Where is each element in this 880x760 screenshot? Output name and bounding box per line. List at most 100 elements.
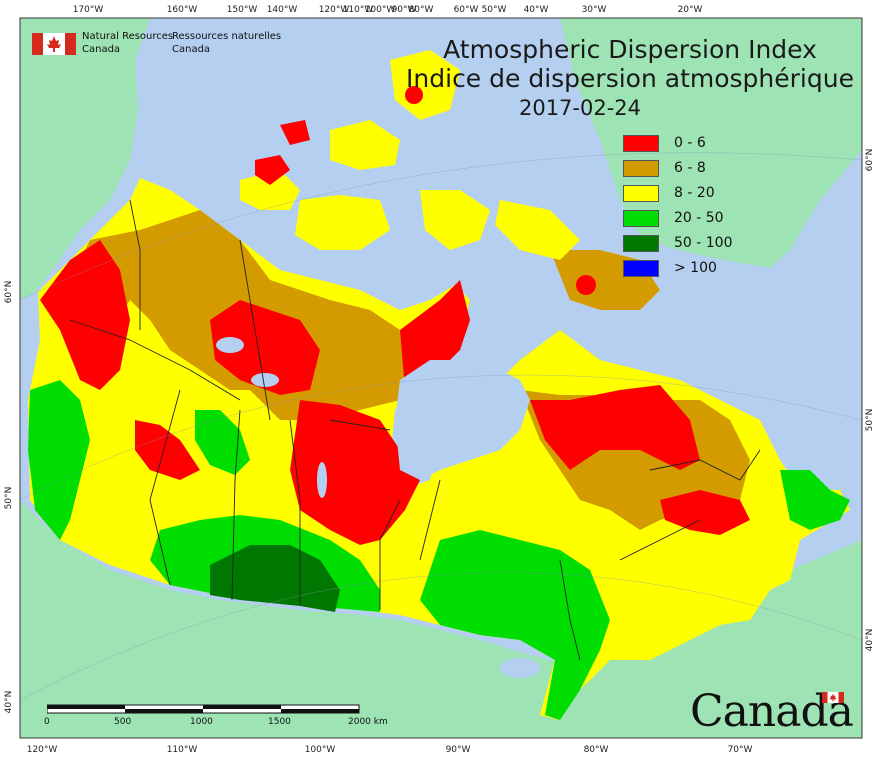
legend-swatch [623,210,659,227]
legend-swatch [623,260,659,277]
map-border [19,17,863,739]
tick-top-9: 60°W [454,5,479,15]
tick-bottom-5: 70°W [728,745,753,755]
tick-top-4: 120°W [319,5,350,15]
red-zone-yukon [40,240,130,390]
red-zone-hudson [400,280,470,390]
scale-label-0: 0 [44,717,50,727]
alaska [20,18,150,300]
tick-left-2: 40°N [4,691,14,714]
tick-left-0: 60°N [4,281,14,304]
tick-top-10: 50°W [482,5,507,15]
island-banks [240,170,300,210]
tick-top-12: 30°W [582,5,607,15]
red-zone-bc [135,420,200,480]
legend-label: 20 - 50 [674,210,724,226]
tick-top-2: 150°W [227,5,258,15]
legend-item: 50 - 100 [623,233,743,253]
island-baffin-n [495,200,580,260]
tick-left-1: 50°N [4,487,14,510]
agency-name-fr: Ressources naturelles Canada [172,30,281,56]
legend-item: 8 - 20 [623,183,743,203]
great-slave-lake [251,373,279,387]
green-zone-coast [28,380,90,540]
map-date: 2017-02-24 [518,96,642,120]
red-zone-nwt [210,300,320,395]
legend-swatch [623,135,659,152]
bottom-tick-labels: 120°W 110°W 100°W 90°W 80°W 70°W [27,745,753,755]
scale-label-2000: 2000 km [348,717,388,727]
legend-label: 6 - 8 [674,160,706,176]
tick-bottom-3: 90°W [446,745,471,755]
legend-label: 50 - 100 [674,235,733,251]
tick-top-6: 100°W [365,5,396,15]
left-tick-labels: 60°N 50°N 40°N [4,281,14,714]
province-borders [69,199,761,661]
map-title-en: Atmospheric Dispersion Index [443,35,817,64]
tick-top-13: 20°W [678,5,703,15]
legend-swatch [623,160,659,177]
scale-bar: 0 500 1000 1500 2000 km [42,703,388,733]
tick-top-7: 90°W [392,5,417,15]
lake-huron [500,658,540,678]
wordmark-flag-icon [822,692,844,703]
red-spot-baffin [576,275,596,295]
scale-bar-graphic [47,704,360,714]
tick-right-2: 40°N [865,629,875,652]
tick-top-8: 80°W [409,5,434,15]
tick-bottom-2: 100°W [305,745,336,755]
legend-label: 0 - 6 [674,135,706,151]
greenland [560,18,862,268]
legend-item: 6 - 8 [623,158,743,178]
island-devon [420,190,490,250]
agency-en-line2: Canada [82,44,121,55]
canada-wordmark: Canada [690,686,854,737]
tick-bottom-1: 110°W [167,745,198,755]
tick-top-0: 170°W [73,5,104,15]
scale-label-1000: 1000 [190,717,213,727]
scale-label-500: 500 [114,717,132,727]
agency-fr-line1: Ressources naturelles [172,31,282,42]
right-tick-labels: 60°N 50°N 40°N [865,149,875,652]
legend-item: 0 - 6 [623,133,743,153]
great-bear-lake [216,337,244,353]
tick-top-11: 40°W [524,5,549,15]
tick-bottom-4: 80°W [584,745,609,755]
tick-right-1: 50°N [865,409,875,432]
top-tick-labels: 170°W 160°W 150°W 140°W 120°W 110°W 100°… [73,5,703,15]
red-spot-ellesmere [405,86,423,104]
green-zone-newfoundland [780,470,850,530]
island-ellesmere [390,50,460,120]
red-zone-east [660,490,750,535]
tick-top-5: 110°W [343,5,374,15]
island-victoria [295,195,390,250]
agency-en-line1: Natural Resources [82,31,174,42]
scale-label-1500: 1500 [268,717,291,727]
darkgreen-zone [210,545,340,612]
tick-right-0: 60°N [865,149,875,172]
red-zone-manitoba [290,400,420,545]
canada-flag-icon [32,33,76,55]
island-red-north [255,155,290,185]
tick-bottom-0: 120°W [27,745,58,755]
legend-item: > 100 [623,258,743,278]
graticule-lines [19,152,863,701]
red-zone-quebec [530,385,700,470]
usa [20,500,862,738]
legend-item: 20 - 50 [623,208,743,228]
legend-swatch [623,185,659,202]
legend-label: 8 - 20 [674,185,715,201]
legend-swatch [623,235,659,252]
agency-name-en: Natural Resources Canada [82,30,173,56]
tick-top-1: 160°W [167,5,198,15]
hudson-bay [395,360,530,480]
island-ellesmere-s [330,120,400,170]
lake-winnipeg [317,462,327,498]
tick-top-3: 140°W [267,5,298,15]
map-title-fr: Indice de dispersion atmosphérique [406,64,854,93]
agency-fr-line2: Canada [172,44,211,55]
red-island-small [280,120,310,145]
legend-label: > 100 [674,260,717,276]
